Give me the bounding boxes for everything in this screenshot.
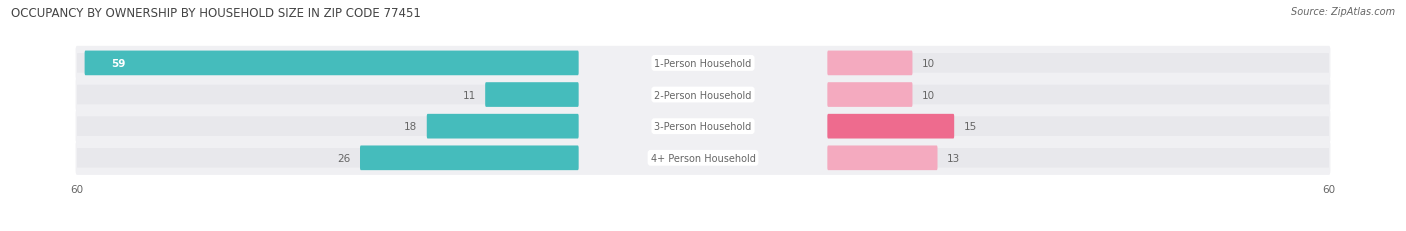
- Text: 13: 13: [948, 153, 960, 163]
- FancyBboxPatch shape: [485, 83, 579, 107]
- FancyBboxPatch shape: [827, 83, 912, 107]
- Text: Source: ZipAtlas.com: Source: ZipAtlas.com: [1291, 7, 1395, 17]
- Text: 3-Person Household: 3-Person Household: [654, 122, 752, 132]
- FancyBboxPatch shape: [427, 114, 579, 139]
- Text: 4+ Person Household: 4+ Person Household: [651, 153, 755, 163]
- FancyBboxPatch shape: [828, 117, 1329, 136]
- FancyBboxPatch shape: [828, 85, 1329, 105]
- Text: 2-Person Household: 2-Person Household: [654, 90, 752, 100]
- FancyBboxPatch shape: [827, 51, 912, 76]
- FancyBboxPatch shape: [77, 85, 578, 105]
- Text: 1-Person Household: 1-Person Household: [654, 59, 752, 69]
- FancyBboxPatch shape: [77, 148, 578, 168]
- Text: 11: 11: [463, 90, 475, 100]
- FancyBboxPatch shape: [828, 148, 1329, 168]
- FancyBboxPatch shape: [76, 141, 1330, 175]
- FancyBboxPatch shape: [76, 110, 1330, 144]
- Text: 10: 10: [922, 59, 935, 69]
- FancyBboxPatch shape: [76, 78, 1330, 112]
- Text: 10: 10: [922, 90, 935, 100]
- Legend: Owner-occupied, Renter-occupied: Owner-occupied, Renter-occupied: [588, 229, 818, 231]
- Text: 59: 59: [111, 59, 127, 69]
- FancyBboxPatch shape: [84, 51, 579, 76]
- FancyBboxPatch shape: [76, 47, 1330, 81]
- FancyBboxPatch shape: [360, 146, 579, 170]
- Text: OCCUPANCY BY OWNERSHIP BY HOUSEHOLD SIZE IN ZIP CODE 77451: OCCUPANCY BY OWNERSHIP BY HOUSEHOLD SIZE…: [11, 7, 422, 20]
- Text: 15: 15: [963, 122, 977, 132]
- FancyBboxPatch shape: [827, 114, 955, 139]
- FancyBboxPatch shape: [827, 146, 938, 170]
- Text: 18: 18: [404, 122, 418, 132]
- FancyBboxPatch shape: [77, 117, 578, 136]
- FancyBboxPatch shape: [828, 54, 1329, 73]
- Text: 26: 26: [337, 153, 350, 163]
- FancyBboxPatch shape: [77, 54, 578, 73]
